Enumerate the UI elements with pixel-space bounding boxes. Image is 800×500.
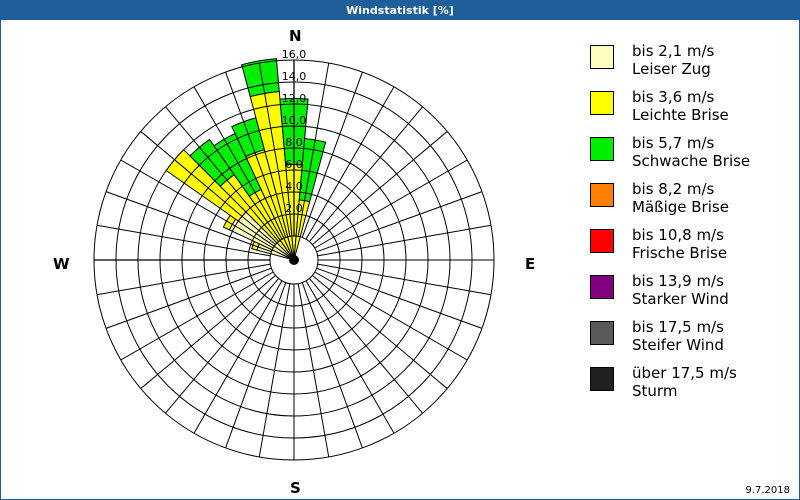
- legend-item-maessige-brise: bis 8,2 m/s Mäßige Brise: [590, 180, 790, 229]
- radial-tick-label: 6,0: [285, 158, 303, 171]
- radial-tick-label: 14,0: [282, 70, 307, 83]
- grid-spoke: [225, 71, 287, 238]
- legend-item-starker-wind: bis 13,9 m/s Starker Wind: [590, 272, 790, 321]
- grid-spoke: [297, 283, 330, 458]
- legend-speed: bis 13,9 m/s: [632, 272, 724, 290]
- legend-swatch: [590, 321, 614, 345]
- legend-label: Schwache Brise: [632, 152, 751, 170]
- legend-swatch: [590, 45, 614, 69]
- grid-spoke: [317, 263, 492, 296]
- legend-speed: bis 5,7 m/s: [632, 134, 715, 152]
- grid-spoke: [140, 275, 276, 389]
- legend-label: Steifer Wind: [632, 336, 724, 354]
- legend-swatch: [590, 183, 614, 207]
- grid-spoke: [312, 275, 448, 389]
- grid-spoke: [120, 159, 274, 249]
- legend-speed: über 17,5 m/s: [632, 364, 737, 382]
- legend-label: Starker Wind: [632, 290, 729, 308]
- compass-west-label: W: [53, 255, 70, 273]
- grid-spoke: [317, 224, 492, 257]
- grid-spoke: [309, 278, 423, 414]
- legend-item-schwache-brise: bis 5,7 m/s Schwache Brise: [590, 134, 790, 183]
- grid-spoke: [258, 62, 291, 237]
- grid-spoke: [96, 224, 271, 257]
- grid-spoke: [165, 278, 279, 414]
- grid-spoke: [301, 71, 363, 238]
- grid-spoke: [301, 282, 363, 449]
- radial-tick-label: 10,0: [282, 114, 307, 127]
- grid-spoke: [105, 267, 272, 329]
- grid-spoke: [314, 271, 468, 361]
- legend-label: Leichte Brise: [632, 106, 729, 124]
- date-label: 9.7.2018: [745, 485, 790, 496]
- legend-item-leiser-zug: bis 2,1 m/s Leiser Zug: [590, 42, 790, 91]
- legend-item-frische-brise: bis 10,8 m/s Frische Brise: [590, 226, 790, 275]
- wind-sector-10: [298, 138, 327, 203]
- legend-speed: bis 10,8 m/s: [632, 226, 724, 244]
- legend-item-leichte-brise: bis 3,6 m/s Leichte Brise: [590, 88, 790, 137]
- wind-sector-core: [293, 235, 301, 261]
- radial-tick-label: 16,0: [282, 48, 307, 61]
- compass-east-label: E: [525, 255, 536, 273]
- grid-spoke: [193, 280, 283, 434]
- grid-spoke: [120, 271, 274, 361]
- grid-spoke: [312, 131, 448, 245]
- legend-label: Frische Brise: [632, 244, 728, 262]
- legend-label: Leiser Zug: [632, 60, 711, 78]
- grid-spoke: [305, 86, 395, 240]
- radial-tick-label: 12,0: [282, 92, 307, 105]
- radial-tick-label: 2,0: [285, 202, 303, 215]
- compass-south-label: S: [290, 479, 301, 497]
- grid-spoke: [225, 282, 287, 449]
- grid-spoke: [316, 191, 483, 253]
- grid-spoke: [105, 191, 272, 253]
- grid-spoke: [297, 62, 330, 237]
- legend-swatch: [590, 275, 614, 299]
- legend-swatch: [590, 91, 614, 115]
- legend-speed: bis 17,5 m/s: [632, 318, 724, 336]
- compass-north-label: N: [289, 27, 302, 45]
- legend-swatch: [590, 367, 614, 391]
- grid-spoke: [96, 263, 271, 296]
- grid-spoke: [193, 86, 283, 240]
- legend-item-steifer-wind: bis 17,5 m/s Steifer Wind: [590, 318, 790, 367]
- radial-tick-label: 8,0: [285, 136, 303, 149]
- grid-spoke: [314, 159, 468, 249]
- legend-label: Mäßige Brise: [632, 198, 729, 216]
- legend-speed: bis 2,1 m/s: [632, 42, 715, 60]
- grid-spoke: [305, 280, 395, 434]
- legend-swatch: [590, 137, 614, 161]
- grid-spoke: [316, 267, 483, 329]
- grid-spoke: [309, 106, 423, 242]
- grid-spoke: [140, 131, 276, 245]
- radial-tick-label: 4,0: [285, 180, 303, 193]
- grid-spoke: [258, 283, 291, 458]
- legend-speed: bis 8,2 m/s: [632, 180, 715, 198]
- legend-speed: bis 3,6 m/s: [632, 88, 715, 106]
- title-bar: Windstatistik [%]: [0, 0, 800, 20]
- center-dot: [289, 255, 299, 265]
- grid-spoke: [165, 106, 279, 242]
- legend-item-sturm: über 17,5 m/s Sturm: [590, 364, 790, 413]
- legend-label: Sturm: [632, 382, 678, 400]
- legend-swatch: [590, 229, 614, 253]
